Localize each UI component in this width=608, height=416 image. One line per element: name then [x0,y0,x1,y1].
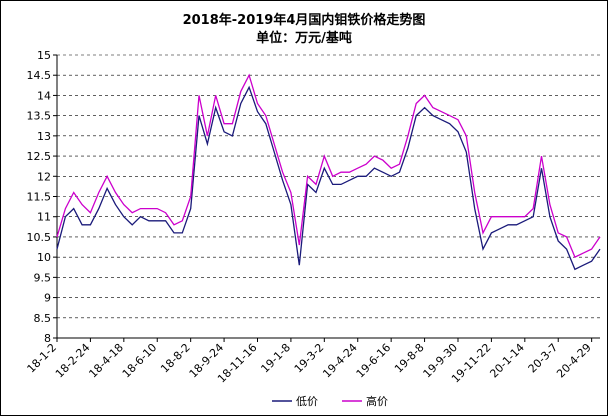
y-tick-label: 10 [37,251,51,264]
y-tick-label: 10.5 [27,231,52,244]
y-tick-label: 15 [37,49,51,62]
y-tick-label: 12 [37,170,51,183]
y-tick-label: 13.5 [27,110,52,123]
y-tick-label: 11.5 [27,191,52,204]
y-tick-label: 11 [37,211,51,224]
y-tick-label: 13 [37,130,51,143]
y-tick-label: 14 [37,89,51,102]
legend-label: 高价 [366,394,388,408]
y-tick-label: 14.5 [27,69,52,82]
y-tick-label: 8.5 [34,312,52,325]
legend-label: 低价 [296,395,318,408]
y-tick-label: 8 [44,332,51,345]
y-tick-label: 9.5 [34,271,52,284]
series-line [56,85,601,271]
series-line [56,73,601,258]
chart-title: 2018年-2019年4月国内钼铁价格走势图 [183,12,426,28]
chart-subtitle: 单位：万元/基吨 [256,30,352,46]
y-tick-label: 9 [44,292,51,305]
y-tick-label: 12.5 [27,150,52,163]
